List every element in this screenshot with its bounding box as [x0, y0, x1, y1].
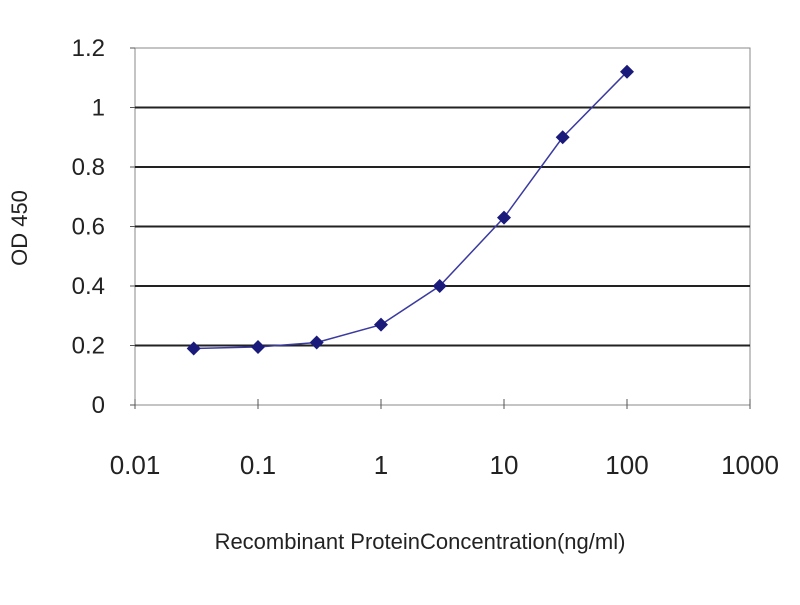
x-tick-label: 10	[490, 450, 519, 480]
data-point	[555, 130, 570, 145]
y-tick-label: 1	[92, 95, 105, 122]
y-axis-label: OD 450	[7, 190, 32, 266]
y-tick-label: 0.4	[72, 273, 105, 300]
x-tick-label: 100	[605, 450, 648, 480]
data-point	[497, 210, 511, 225]
y-tick-label: 0.2	[72, 333, 105, 360]
y-tick-label: 0.6	[72, 214, 105, 241]
x-tick-label: 0.01	[110, 450, 161, 480]
x-tick-label: 0.1	[240, 450, 276, 480]
data-point	[251, 339, 265, 354]
y-tick-label: 0	[92, 392, 105, 419]
y-tick-label: 0.8	[72, 154, 105, 181]
data-point	[620, 64, 634, 79]
series-line	[193, 71, 628, 350]
x-axis-label: Recombinant ProteinConcentration(ng/ml)	[215, 529, 626, 554]
x-tick-label: 1	[374, 450, 388, 480]
data-point	[432, 279, 447, 293]
data-point	[309, 335, 324, 350]
data-point	[186, 341, 201, 356]
y-tick-label: 1.2	[72, 35, 105, 62]
x-tick-label: 1000	[721, 450, 779, 480]
data-point	[374, 317, 388, 332]
